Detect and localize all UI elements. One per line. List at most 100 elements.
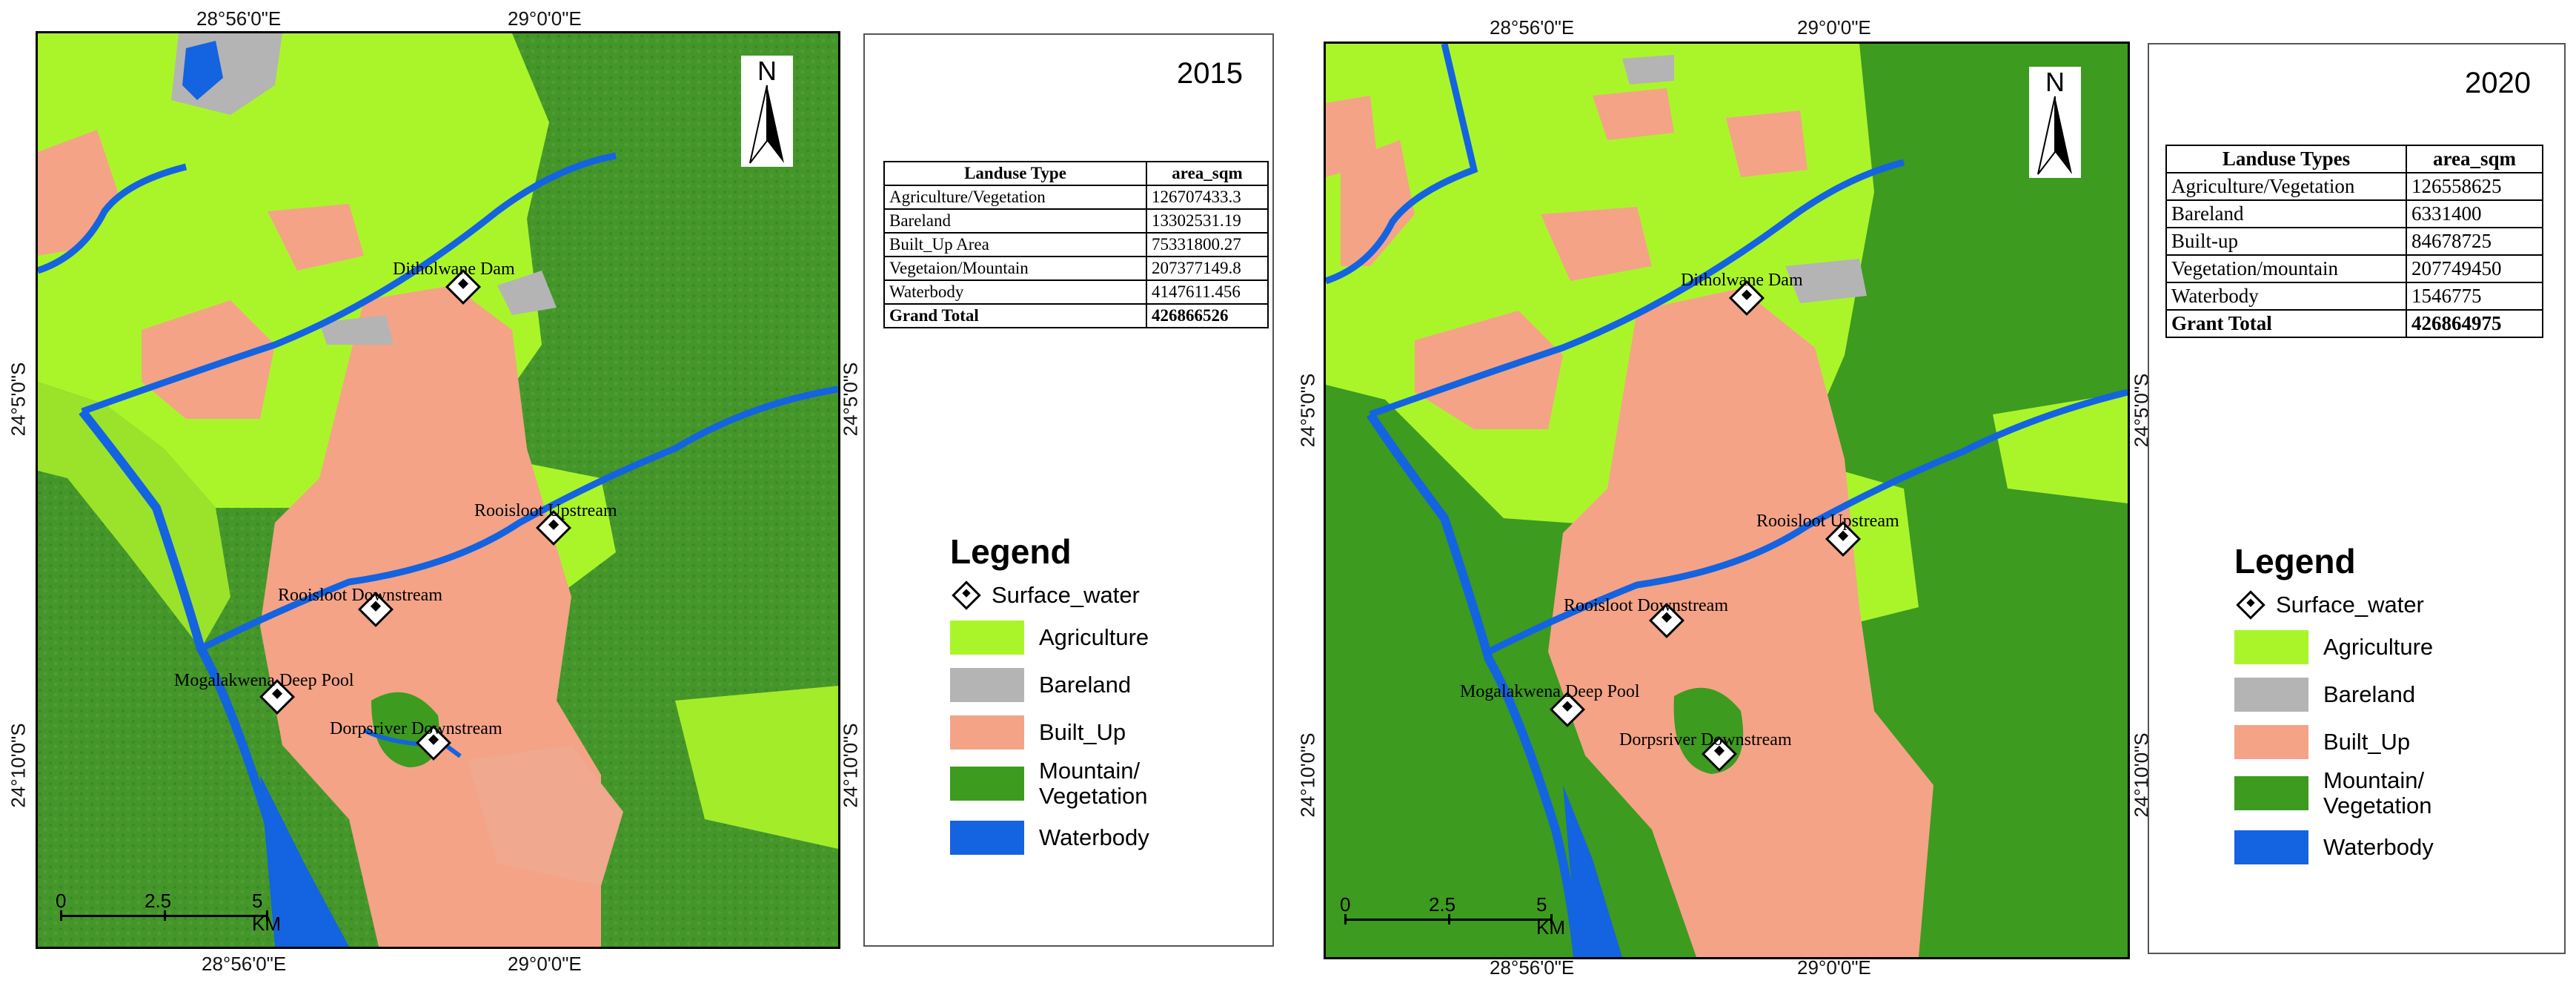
legend-item: Agriculture — [950, 621, 1261, 655]
table-cell: 207377149.8 — [1146, 256, 1269, 281]
table-header-row: Landuse Types area_sqm — [2165, 145, 2543, 173]
north-letter: N — [2045, 67, 2065, 97]
legend-title: Legend — [2234, 542, 2356, 580]
table-row: Agriculture/Vegetation 126707433.3 — [883, 185, 1269, 210]
table-header: Landuse Types — [2165, 145, 2407, 173]
site-label: Mogalakwena Deep Pool — [1460, 682, 1640, 701]
north-arrow-2020: N — [2029, 67, 2081, 178]
table-row: Vegetation/mountain 207749450 — [2165, 254, 2543, 283]
left-bottom-lon-a: 28°56'0"E — [202, 953, 287, 975]
table-header: area_sqm — [1146, 161, 1269, 186]
table-cell: 6331400 — [2406, 199, 2543, 228]
table-row: Waterbody 1546775 — [2165, 282, 2543, 311]
site-label: Dorpsriver Downstream — [330, 719, 502, 738]
map-2015-canvas — [38, 33, 838, 947]
site-label: Dorpsriver Downstream — [1619, 730, 1792, 750]
left-top-lon-b: 29°0'0"E — [508, 7, 582, 30]
table-total-row: Grant Total 426864975 — [2165, 309, 2543, 338]
table-row: Bareland 13302531.19 — [883, 208, 1269, 234]
right-bottom-lon-b: 29°0'0"E — [1797, 956, 1871, 979]
scale-bar-2015: 0 2.5 5 KM — [56, 890, 281, 935]
table-cell: Agriculture/Vegetation — [883, 185, 1147, 210]
legend-title: Legend — [950, 532, 1072, 571]
table-cell: Vegetaion/Mountain — [883, 256, 1147, 281]
site-label: Rooisloot Downstream — [278, 586, 442, 605]
scale-0: 0 — [56, 890, 67, 912]
site-label: Mogalakwena Deep Pool — [174, 671, 354, 690]
table-cell: 126707433.3 — [1146, 185, 1269, 210]
table-cell: 426864975 — [2406, 309, 2543, 338]
table-header: Landuse Type — [883, 161, 1147, 186]
legend-item: Waterbody — [2234, 830, 2546, 864]
legend-label: Waterbody — [2323, 834, 2434, 860]
map-2020 — [1324, 42, 2130, 959]
legend-label: Mountain/ Vegetation — [2323, 767, 2432, 818]
legend-point-label: Surface_water — [2276, 592, 2424, 618]
legend-point-label: Surface_water — [992, 582, 1140, 608]
table-header: area_sqm — [2406, 145, 2543, 173]
year-label: 2020 — [2465, 67, 2531, 99]
right-lat-a: 24°5'0"S — [1296, 373, 1319, 448]
legend-item: Built_Up — [950, 715, 1261, 750]
surface-water-icon — [952, 580, 981, 610]
legend-label: Mountain/ Vegetation — [1039, 758, 1148, 809]
north-arrow-2015: N — [741, 56, 793, 167]
legend-item: Agriculture — [2234, 630, 2546, 664]
table-cell: 4147611.456 — [1146, 279, 1269, 305]
table-row: Vegetaion/Mountain 207377149.8 — [883, 256, 1269, 281]
table-total-row: Grand Total 426866526 — [883, 303, 1269, 328]
legend-label: Built_Up — [1039, 719, 1126, 745]
left-lat-b: 24°10'0"S — [7, 723, 30, 808]
table-cell: 207749450 — [2406, 254, 2543, 283]
panel-2015: 2015 Landuse Type area_sqm Agriculture/V… — [863, 33, 1274, 947]
legend-label: Built_Up — [2323, 729, 2411, 755]
table-header-row: Landuse Type area_sqm — [883, 161, 1269, 186]
site-label: Ditholwane Dam — [1681, 271, 1803, 290]
table-row: Built-up 84678725 — [2165, 227, 2543, 256]
legend-item: Mountain/ Vegetation — [2234, 768, 2546, 818]
legend-item: Mountain/ Vegetation — [950, 758, 1261, 809]
table-cell: 126558625 — [2406, 172, 2543, 201]
table-cell: 84678725 — [2406, 227, 2543, 256]
map-2020-canvas — [1326, 44, 2128, 957]
site-label: Ditholwane Dam — [393, 259, 515, 279]
table-row: Agriculture/Vegetation 126558625 — [2165, 172, 2543, 201]
table-row: Waterbody 4147611.456 — [883, 279, 1269, 305]
left-top-lon-a: 28°56'0"E — [196, 7, 282, 30]
table-cell: 1546775 — [2406, 282, 2543, 311]
site-label: Rooisloot Upstream — [474, 501, 617, 520]
table-cell: Vegetation/mountain — [2165, 254, 2407, 283]
scale-2-5: 2.5 — [145, 890, 172, 912]
left-lat-a: 24°5'0"S — [7, 362, 30, 437]
landuse-table-2015: Landuse Type area_sqm Agriculture/Vegeta… — [883, 161, 1269, 328]
map-2015 — [36, 31, 840, 949]
north-arrow-icon — [2037, 96, 2072, 175]
left-lat-d: 24°10'0"S — [839, 723, 862, 808]
table-cell: Waterbody — [883, 279, 1147, 305]
legend-2015: Legend Surface_water Agriculture Barelan… — [950, 532, 1261, 855]
site-label: Rooisloot Downstream — [1564, 596, 1728, 615]
site-label: Rooisloot Upstream — [1756, 512, 1899, 531]
left-lat-c: 24°5'0"S — [839, 362, 862, 437]
panel-2020: 2020 Landuse Types area_sqm Agriculture/… — [2148, 43, 2566, 954]
year-label: 2015 — [1177, 57, 1243, 90]
table-cell: Agriculture/Vegetation — [2165, 172, 2407, 201]
table-cell: 75331800.27 — [1146, 232, 1269, 257]
legend-item: Bareland — [950, 668, 1261, 702]
left-bottom-lon-b: 29°0'0"E — [508, 953, 582, 975]
legend-item: Waterbody — [950, 821, 1261, 855]
table-cell: Waterbody — [2165, 282, 2407, 311]
table-cell: Built_Up Area — [883, 232, 1147, 257]
legend-label: Waterbody — [1039, 824, 1149, 850]
table-cell: Built-up — [2165, 227, 2407, 256]
surface-water-icon — [2236, 590, 2265, 620]
legend-2020: Legend Surface_water Agriculture Barelan… — [2234, 541, 2546, 864]
table-cell: 13302531.19 — [1146, 208, 1269, 234]
right-bottom-lon-a: 28°56'0"E — [1490, 956, 1575, 979]
scale-0: 0 — [1340, 893, 1351, 916]
legend-point: Surface_water — [950, 580, 1261, 610]
table-cell: Bareland — [2165, 199, 2407, 228]
right-top-lon-b: 29°0'0"E — [1797, 16, 1871, 39]
right-lat-b: 24°10'0"S — [1296, 732, 1319, 818]
legend-item: Built_Up — [2234, 725, 2546, 759]
